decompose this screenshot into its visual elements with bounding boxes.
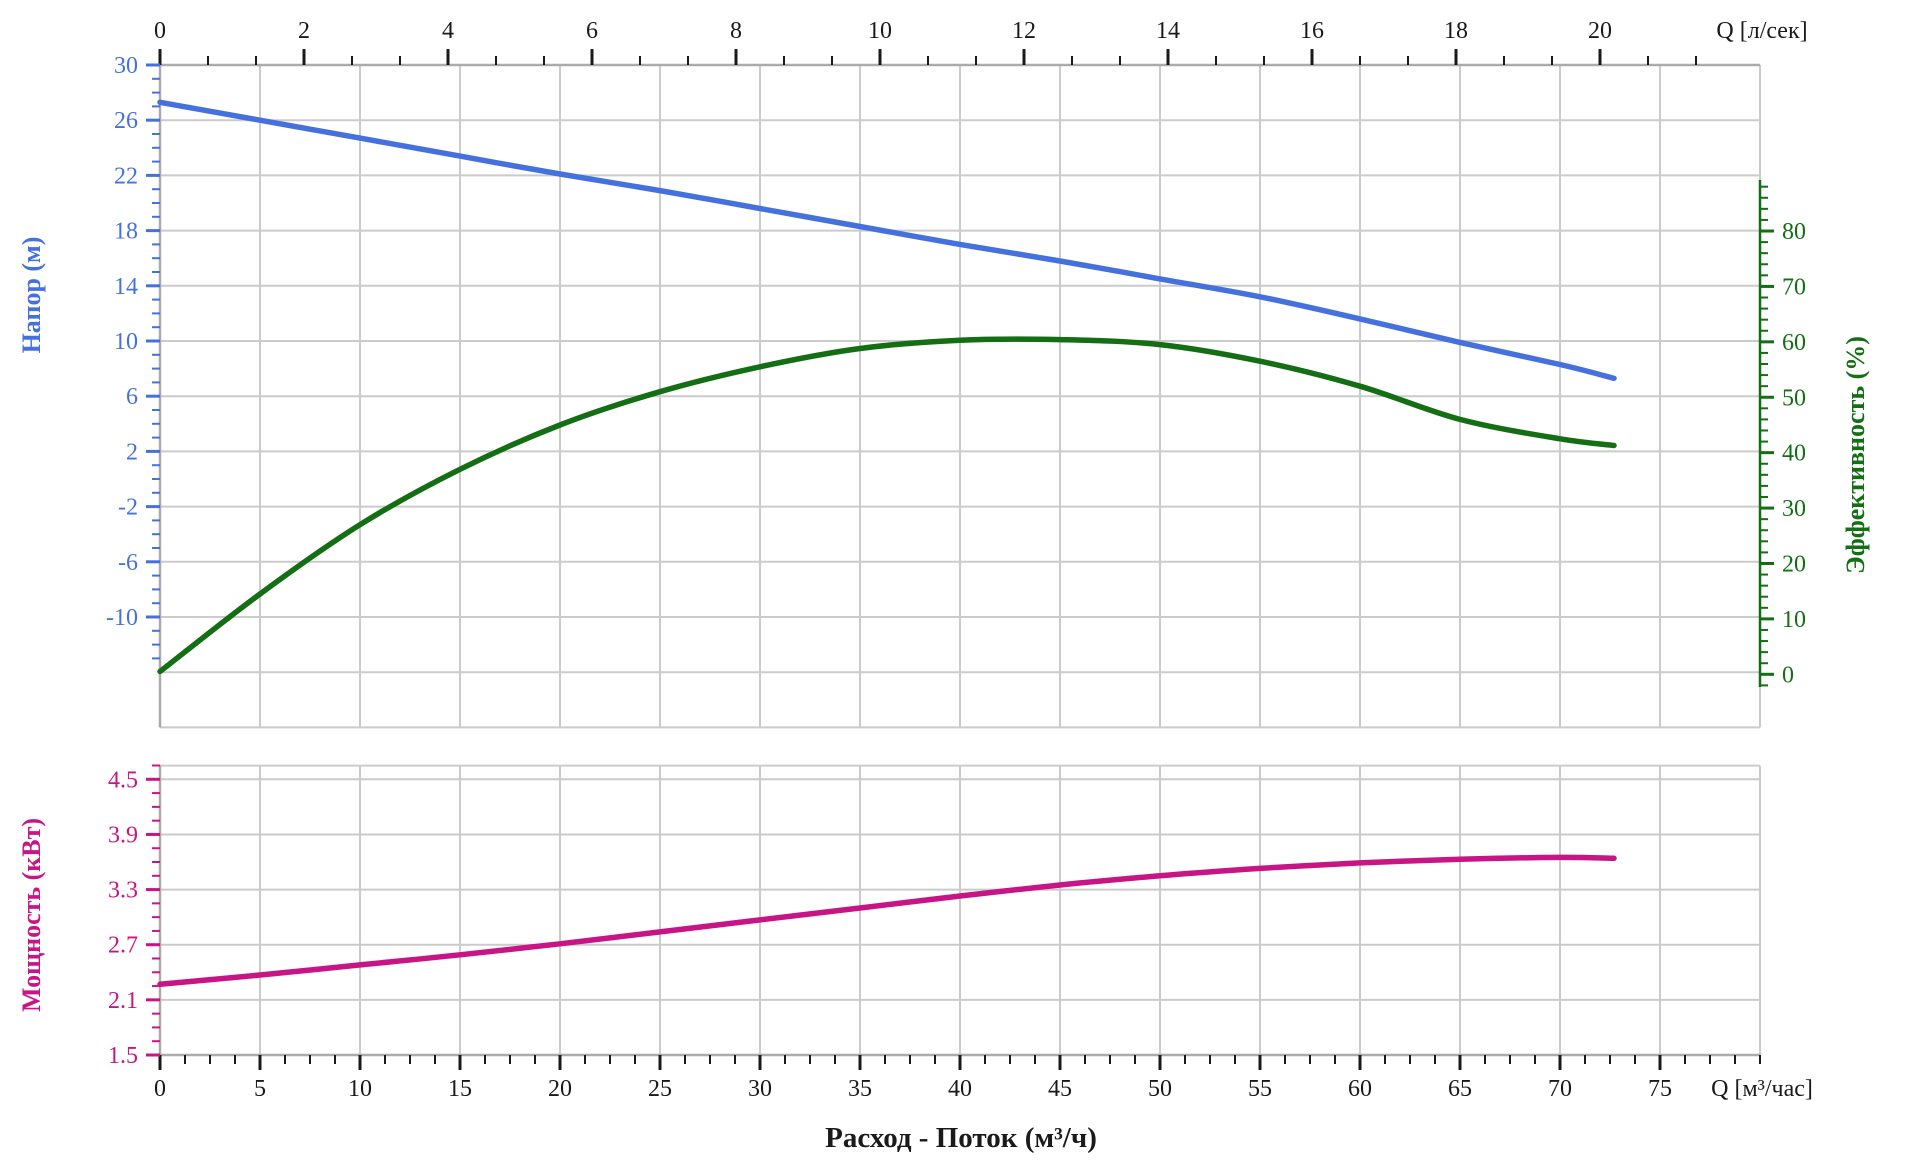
top-axis-tick-label: 2 [298, 18, 310, 44]
top-axis-tick-label: 4 [442, 18, 454, 44]
head-axis-tick-label: 14 [114, 274, 138, 300]
top-axis-tick-label: 6 [586, 18, 598, 44]
bottom-axis-tick-label: 60 [1348, 1076, 1372, 1102]
power-axis-tick-label: 3.9 [108, 822, 138, 848]
power-axis-tick-label: 3.3 [108, 878, 138, 904]
data-curves [157, 99, 1617, 987]
head-axis-tick-label: 22 [114, 163, 138, 189]
head-axis-tick-label: 18 [114, 219, 138, 245]
bottom-axis-tick-label: 15 [448, 1076, 472, 1102]
power-axis-tick-label: 2.1 [108, 988, 138, 1014]
top-axis-tick-label: 10 [868, 18, 892, 44]
efficiency-curve [157, 336, 1617, 675]
bottom-axis-tick-label: 10 [348, 1076, 372, 1102]
bottom-axis-tick-label: 30 [748, 1076, 772, 1102]
head-axis-tick-label: -2 [118, 495, 138, 521]
efficiency-axis-tick-label: 40 [1782, 441, 1806, 467]
bottom-axis-tick-label: 40 [948, 1076, 972, 1102]
head-axis-tick-label: 26 [114, 108, 138, 134]
bottom-axis-tick-label: 55 [1248, 1076, 1272, 1102]
bottom-axis-tick-label: 5 [254, 1076, 266, 1102]
efficiency-axis-tick-label: 30 [1782, 496, 1806, 522]
power-curve [157, 854, 1617, 987]
top-axis-tick-label: 14 [1156, 18, 1180, 44]
top-axis-tick-label: 0 [154, 18, 166, 44]
top-axis-unit-label: Q [л/сек] [1716, 18, 1807, 44]
head-axis-title: Напор (м) [17, 237, 46, 354]
top-axis-tick-label: 20 [1588, 18, 1612, 44]
top-axis-tick-label: 12 [1012, 18, 1036, 44]
head-axis-tick-label: 30 [114, 53, 138, 79]
head-axis-tick-label: -10 [106, 605, 138, 631]
efficiency-axis-tick-label: 50 [1782, 385, 1806, 411]
efficiency-axis-title: Эффективность (%) [1841, 336, 1870, 574]
efficiency-axis-tick-label: 10 [1782, 607, 1806, 633]
head-axis-tick-label: 6 [126, 384, 138, 410]
head-axis-tick-label: 2 [126, 439, 138, 465]
flow-axis-title: Расход - Поток (м³/ч) [825, 1122, 1097, 1154]
power-axis-tick-label: 2.7 [108, 933, 138, 959]
axis-ticks [146, 49, 1774, 1070]
efficiency-axis-tick-label: 80 [1782, 219, 1806, 245]
bottom-axis-tick-label: 0 [154, 1076, 166, 1102]
axis-tick-labels: 0 2 4 6 8 10 12 14 16 18 200 5 10 15 20 25 30 35 40 45 50 55 6… [106, 18, 1806, 1102]
efficiency-axis-tick-label: 70 [1782, 274, 1806, 300]
head-axis-tick-label: -6 [118, 550, 138, 576]
efficiency-axis-tick-label: 0 [1782, 662, 1794, 688]
bottom-axis-unit-label: Q [м³/час] [1711, 1076, 1813, 1102]
bottom-axis-tick-label: 70 [1548, 1076, 1572, 1102]
power-axis-tick-label: 1.5 [108, 1043, 138, 1069]
bottom-axis-tick-label: 35 [848, 1076, 872, 1102]
top-axis-tick-label: 16 [1300, 18, 1324, 44]
bottom-axis-tick-label: 25 [648, 1076, 672, 1102]
bottom-axis-tick-label: 45 [1048, 1076, 1072, 1102]
bottom-axis-tick-label: 50 [1148, 1076, 1172, 1102]
head-axis-tick-label: 10 [114, 329, 138, 355]
top-axis-tick-label: 18 [1444, 18, 1468, 44]
grid-lines [160, 65, 1761, 1055]
efficiency-axis-tick-label: 20 [1782, 551, 1806, 577]
efficiency-axis-tick-label: 60 [1782, 330, 1806, 356]
power-axis-tick-label: 4.5 [108, 767, 138, 793]
bottom-axis-tick-label: 65 [1448, 1076, 1472, 1102]
head-curve [157, 99, 1617, 382]
power-axis-title: Мощность (кВт) [17, 818, 46, 1012]
bottom-axis-tick-label: 75 [1648, 1076, 1672, 1102]
bottom-axis-tick-label: 20 [548, 1076, 572, 1102]
top-axis-tick-label: 8 [730, 18, 742, 44]
